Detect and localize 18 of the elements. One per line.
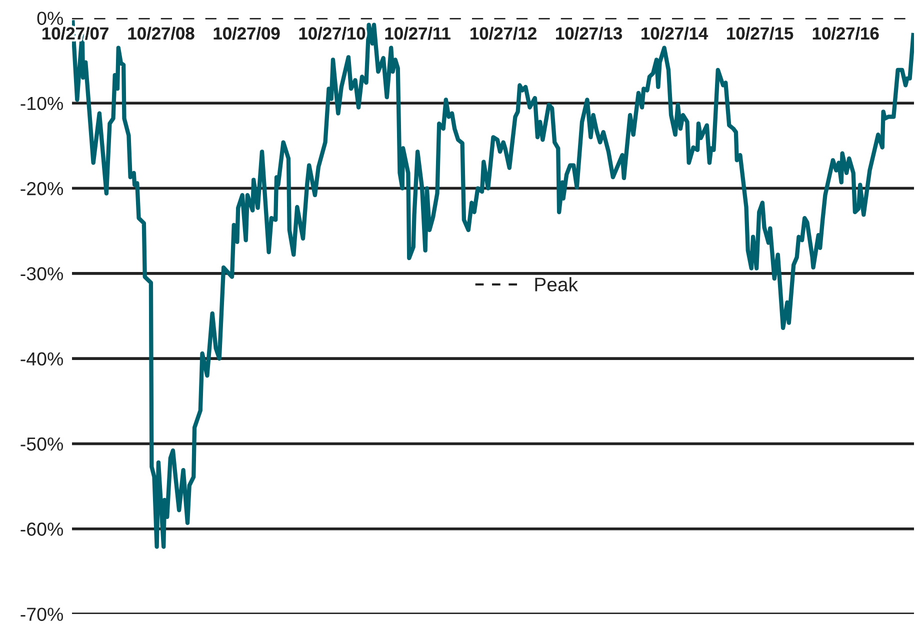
y-tick-label: 0% [37,12,63,25]
y-tick-label: -50% [20,437,63,451]
x-tick-label: 10/27/09 [214,26,280,40]
y-tick-label: -20% [20,182,63,196]
x-tick-label: 10/27/14 [642,26,708,40]
legend-label: Peak [535,277,578,292]
x-tick-label: 10/27/08 [128,26,194,40]
y-tick-label: -70% [20,608,63,621]
x-tick-label: 10/27/11 [385,26,450,40]
y-tick-label: -30% [20,267,63,280]
y-tick-label: -10% [20,96,63,110]
x-tick-label: 10/27/13 [556,26,622,40]
y-tick-label: -60% [20,522,63,536]
x-tick-label: 10/27/12 [470,26,536,40]
y-tick-label: -40% [20,352,63,366]
x-tick-label: 10/27/10 [299,26,366,40]
x-tick-label: 10/27/15 [727,26,794,40]
x-tick-label: 10/27/16 [812,26,879,40]
